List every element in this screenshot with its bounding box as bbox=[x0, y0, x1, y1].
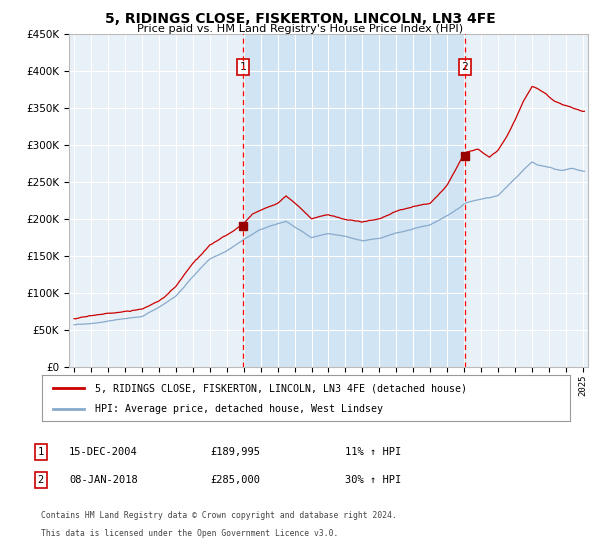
Text: 30% ↑ HPI: 30% ↑ HPI bbox=[345, 475, 401, 485]
Text: 5, RIDINGS CLOSE, FISKERTON, LINCOLN, LN3 4FE: 5, RIDINGS CLOSE, FISKERTON, LINCOLN, LN… bbox=[104, 12, 496, 26]
Text: 11% ↑ HPI: 11% ↑ HPI bbox=[345, 447, 401, 457]
Text: 2: 2 bbox=[461, 62, 468, 72]
Text: 1: 1 bbox=[38, 447, 44, 457]
Text: 2: 2 bbox=[38, 475, 44, 485]
Text: This data is licensed under the Open Government Licence v3.0.: This data is licensed under the Open Gov… bbox=[41, 529, 338, 538]
Text: £189,995: £189,995 bbox=[210, 447, 260, 457]
Text: 08-JAN-2018: 08-JAN-2018 bbox=[69, 475, 138, 485]
Text: 15-DEC-2004: 15-DEC-2004 bbox=[69, 447, 138, 457]
Text: 1: 1 bbox=[239, 62, 247, 72]
Text: Contains HM Land Registry data © Crown copyright and database right 2024.: Contains HM Land Registry data © Crown c… bbox=[41, 511, 397, 520]
Text: Price paid vs. HM Land Registry's House Price Index (HPI): Price paid vs. HM Land Registry's House … bbox=[137, 24, 463, 34]
Text: HPI: Average price, detached house, West Lindsey: HPI: Average price, detached house, West… bbox=[95, 404, 383, 414]
Text: 5, RIDINGS CLOSE, FISKERTON, LINCOLN, LN3 4FE (detached house): 5, RIDINGS CLOSE, FISKERTON, LINCOLN, LN… bbox=[95, 383, 467, 393]
Bar bbox=[243, 34, 465, 367]
Text: £285,000: £285,000 bbox=[210, 475, 260, 485]
